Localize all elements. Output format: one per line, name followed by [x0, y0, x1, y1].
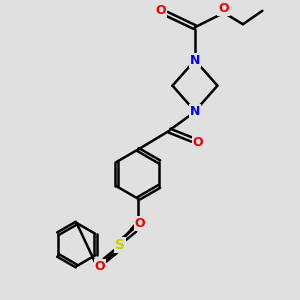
Text: O: O: [193, 136, 203, 148]
Text: N: N: [190, 105, 200, 118]
Text: N: N: [190, 54, 200, 67]
Text: O: O: [156, 4, 167, 17]
Text: O: O: [94, 260, 105, 273]
Text: S: S: [115, 238, 125, 252]
Text: O: O: [135, 217, 146, 230]
Text: O: O: [218, 2, 229, 15]
